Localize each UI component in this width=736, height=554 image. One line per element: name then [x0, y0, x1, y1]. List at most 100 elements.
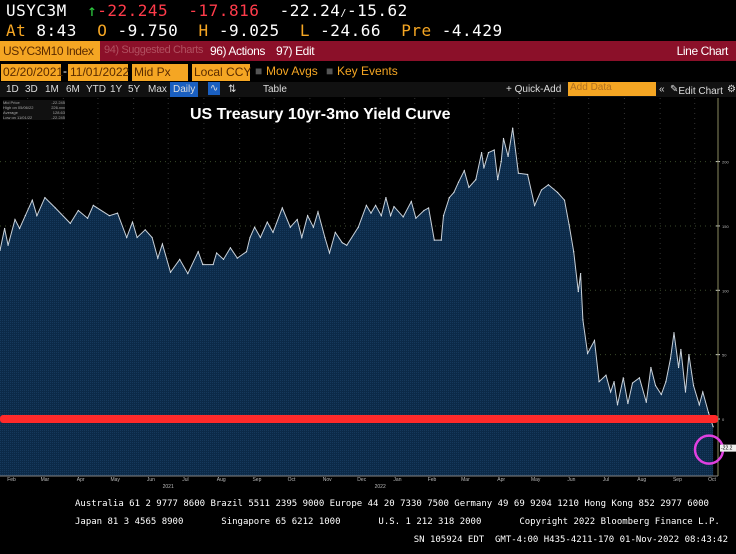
period-1d[interactable]: 1D [6, 84, 19, 95]
x-tick-label: Apr [77, 477, 85, 483]
x-tick-label: Aug [637, 477, 646, 483]
year-label: 2021 [163, 484, 174, 490]
footer-line-1: Australia 61 2 9777 8600 Brazil 5511 239… [75, 499, 709, 509]
data-point [215, 252, 218, 254]
data-point [380, 215, 382, 217]
table-button[interactable]: Table [263, 84, 287, 95]
chart-style-icon[interactable]: ∿ [208, 82, 220, 95]
date-controls: 02/20/2021 - 11/01/2022 Mid Px Local CCY… [0, 64, 736, 82]
year-label: 2022 [375, 484, 386, 490]
data-point [54, 207, 56, 209]
key-events-label[interactable]: Key Events [337, 64, 398, 78]
data-point [126, 236, 128, 239]
data-point [582, 319, 584, 321]
data-point [645, 401, 647, 403]
period-max[interactable]: Max [148, 84, 167, 95]
legend-label: Mid Price [3, 100, 20, 105]
low-value: -24.66 [320, 21, 381, 40]
data-point [507, 155, 509, 158]
suggested-charts-button[interactable]: 94) Suggested Charts [104, 44, 204, 56]
x-tick-label: Dec [357, 477, 366, 483]
data-point [475, 179, 477, 181]
data-point [577, 290, 579, 293]
legend-row: Average 128.63 [3, 110, 65, 115]
quote-line-1: USYC3M ↑-22.245 -17.816 -22.24/-15.62 [6, 1, 408, 20]
bid-ask-separator: / [340, 8, 347, 19]
y-tick-label: 100 [722, 288, 729, 293]
data-point [44, 197, 46, 199]
data-point [468, 186, 470, 188]
period-5y[interactable]: 5Y [128, 84, 141, 95]
period-1m[interactable]: 1M [45, 84, 59, 95]
currency-select[interactable]: Local CCY [192, 64, 252, 81]
data-point [493, 149, 495, 151]
date-dash: - [63, 64, 67, 78]
yield-chart[interactable]: 0 50 100 150 200 Feb Mar Apr May Jun Jul Aug Sep Oct N… [0, 98, 736, 490]
data-point [423, 209, 425, 212]
mov-avgs-label[interactable]: Mov Avgs [266, 64, 318, 78]
frequency-select[interactable]: Daily [170, 82, 199, 97]
start-date-input[interactable]: 02/20/2021 [1, 64, 64, 81]
collapse-icon[interactable]: « [659, 84, 665, 95]
time: 8:43 [36, 21, 77, 40]
data-point [573, 251, 575, 253]
data-point [187, 272, 189, 275]
actions-menu[interactable]: 96) Actions [210, 44, 265, 58]
data-point [677, 366, 680, 369]
data-point [402, 216, 404, 218]
data-point [272, 231, 274, 233]
data-point [684, 391, 687, 393]
mov-avgs-checkbox[interactable]: ■ [255, 64, 263, 78]
data-point [660, 393, 662, 396]
data-point [328, 252, 331, 254]
x-tick-label: Sep [252, 477, 261, 483]
data-point [669, 357, 672, 360]
data-point [512, 127, 514, 129]
x-tick-label: May [531, 477, 541, 483]
add-data-input[interactable]: Add Data [568, 82, 656, 96]
data-point [131, 221, 134, 223]
legend-value: 128.63 [52, 110, 65, 115]
data-point [346, 244, 348, 246]
period-1y[interactable]: 1Y [110, 84, 123, 95]
data-point [245, 251, 248, 253]
x-tick-label: Oct [708, 477, 716, 483]
data-point [259, 236, 261, 239]
data-point [487, 151, 490, 154]
footer-line-2: Japan 81 3 4565 8900 Singapore 65 6212 1… [75, 517, 720, 527]
bar-type-icon[interactable]: ⇅ [228, 84, 237, 95]
x-tick-label: Jun [147, 477, 155, 483]
chart-type-label: Line Chart [676, 44, 729, 58]
key-events-checkbox[interactable]: ■ [326, 64, 334, 78]
period-3d[interactable]: 3D [25, 84, 38, 95]
data-point [31, 199, 33, 201]
period-6m[interactable]: 6M [66, 84, 80, 95]
data-point [665, 381, 667, 383]
footer: Australia 61 2 9777 8600 Brazil 5511 239… [0, 491, 736, 554]
quick-add-button[interactable]: + Quick-Add [506, 84, 562, 95]
data-point [500, 161, 502, 163]
edit-menu[interactable]: 97) Edit [276, 44, 315, 58]
x-tick-label: Jan [393, 477, 401, 483]
security-field[interactable]: USYC3M10 Index [0, 41, 100, 61]
data-point [36, 215, 38, 217]
data-point [568, 224, 570, 226]
gear-icon[interactable]: ⚙ [727, 84, 736, 95]
open-value: -9.750 [117, 21, 179, 40]
field-select[interactable]: Mid Px [132, 64, 188, 81]
period-ytd[interactable]: YTD [86, 84, 106, 95]
data-point [557, 191, 559, 194]
x-tick-label: May [110, 477, 120, 483]
data-point [650, 366, 652, 369]
data-point [281, 207, 283, 209]
data-point [480, 151, 483, 154]
end-date-input[interactable]: 11/01/2022 [68, 64, 130, 81]
data-point [517, 172, 520, 174]
data-point [605, 374, 607, 376]
data-point [586, 352, 589, 354]
ticker: USYC3M [6, 1, 67, 20]
data-point [453, 191, 455, 194]
y-tick-label: 150 [722, 224, 729, 229]
edit-chart-button[interactable]: ✎ Edit Chart [670, 84, 723, 97]
data-point [77, 209, 79, 212]
